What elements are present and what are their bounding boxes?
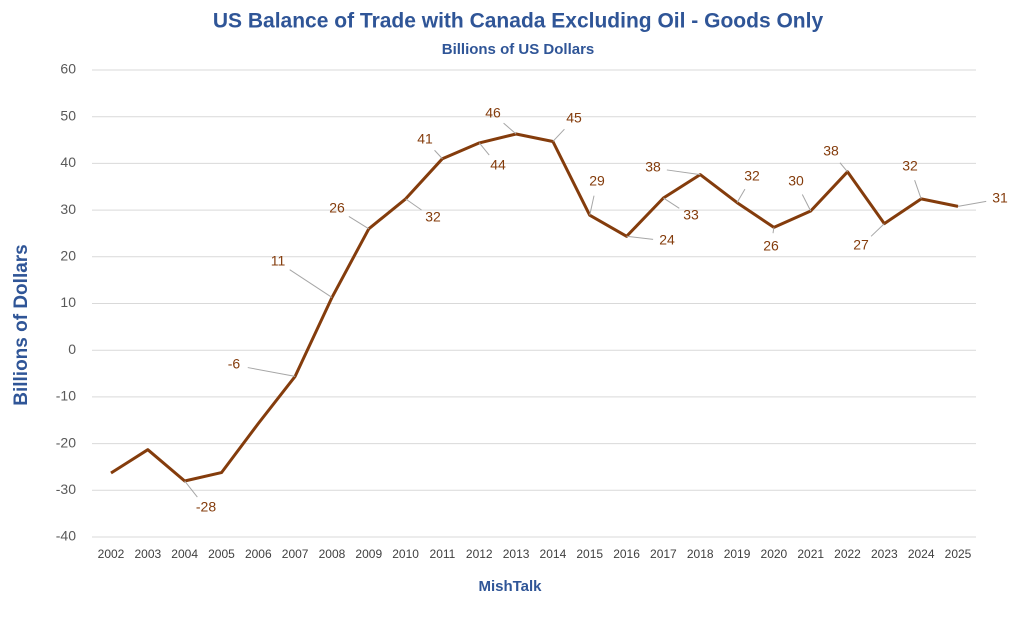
data-label: 31 (992, 190, 1008, 206)
data-label: 27 (853, 237, 869, 253)
caption: MishTalk (478, 578, 542, 595)
x-tick-label: 2011 (430, 547, 456, 561)
leader-line (736, 188, 746, 203)
leader-line (914, 180, 922, 200)
y-tick-label: -10 (56, 388, 76, 404)
chart-title: US Balance of Trade with Canada Excludin… (213, 10, 824, 33)
data-label: 32 (902, 158, 918, 174)
data-line (110, 132, 959, 483)
x-tick-label: 2013 (503, 547, 530, 561)
y-axis-label: Billions of Dollars (11, 244, 32, 406)
x-tick-label: 2006 (245, 547, 272, 561)
leader-line (839, 162, 848, 173)
leader-line (801, 194, 812, 212)
data-label: 45 (566, 110, 582, 126)
data-label: 38 (823, 143, 839, 159)
x-tick-label: 2015 (576, 547, 603, 561)
x-tick-label: 2020 (761, 547, 788, 561)
x-tick-label: 2002 (98, 547, 125, 561)
x-tick-label: 2005 (208, 547, 235, 561)
leader-line (663, 197, 680, 209)
data-label: -6 (228, 356, 241, 372)
x-tick-label: 2012 (466, 547, 493, 561)
x-tick-label: 2023 (871, 547, 898, 561)
data-label: 46 (485, 105, 501, 121)
x-tick-label: 2003 (134, 547, 161, 561)
x-tick-label: 2008 (319, 547, 346, 561)
leader-line (552, 128, 565, 142)
y-tick-label: 20 (60, 248, 76, 264)
y-tick-label: -30 (56, 481, 76, 497)
chart-subtitle: Billions of US Dollars (442, 41, 595, 58)
x-tick-label: 2009 (355, 547, 382, 561)
data-label: 32 (744, 168, 760, 184)
x-tick-label: 2025 (945, 547, 972, 561)
leader-line (348, 215, 370, 230)
leader-line (626, 235, 654, 240)
data-label: 30 (788, 173, 804, 189)
leader-line (589, 195, 595, 216)
leader-line (184, 480, 198, 498)
y-tick-label: -20 (56, 434, 76, 450)
x-tick-label: 2007 (282, 547, 309, 561)
x-tick-label: 2016 (613, 547, 640, 561)
data-label: 41 (417, 131, 433, 147)
y-tick-label: 0 (68, 341, 76, 357)
x-tick-label: 2010 (392, 547, 419, 561)
leader-line (503, 122, 517, 135)
data-label: 24 (659, 232, 675, 248)
data-label: 26 (329, 200, 345, 216)
y-tick-label: 30 (60, 201, 76, 217)
y-tick-label: 60 (60, 61, 76, 77)
data-label: 32 (425, 209, 441, 225)
data-label: 29 (589, 173, 605, 189)
y-tick-label: 40 (60, 154, 76, 170)
data-label: 44 (490, 157, 506, 173)
data-label: 11 (271, 253, 286, 269)
data-label: -28 (196, 499, 216, 515)
y-tick-label: 10 (60, 294, 76, 310)
x-tick-label: 2021 (797, 547, 824, 561)
leader-line (289, 269, 333, 298)
leader-line (405, 198, 422, 211)
x-tick-label: 2019 (724, 547, 751, 561)
leader-line (434, 149, 443, 160)
x-tick-label: 2022 (834, 547, 861, 561)
leader-line (247, 367, 296, 377)
y-tick-label: -40 (56, 528, 76, 544)
x-tick-label: 2004 (171, 547, 198, 561)
leader-line (666, 169, 701, 176)
leader-line (957, 200, 987, 207)
data-label: 33 (683, 207, 699, 223)
data-label: 26 (763, 238, 779, 254)
x-tick-label: 2018 (687, 547, 714, 561)
x-tick-label: 2024 (908, 547, 935, 561)
y-tick-label: 50 (60, 107, 76, 123)
leader-line (870, 223, 885, 237)
leader-line (772, 227, 775, 234)
data-label: 38 (645, 159, 661, 175)
x-tick-label: 2014 (540, 547, 567, 561)
x-tick-label: 2017 (650, 547, 677, 561)
leader-line (478, 142, 490, 156)
